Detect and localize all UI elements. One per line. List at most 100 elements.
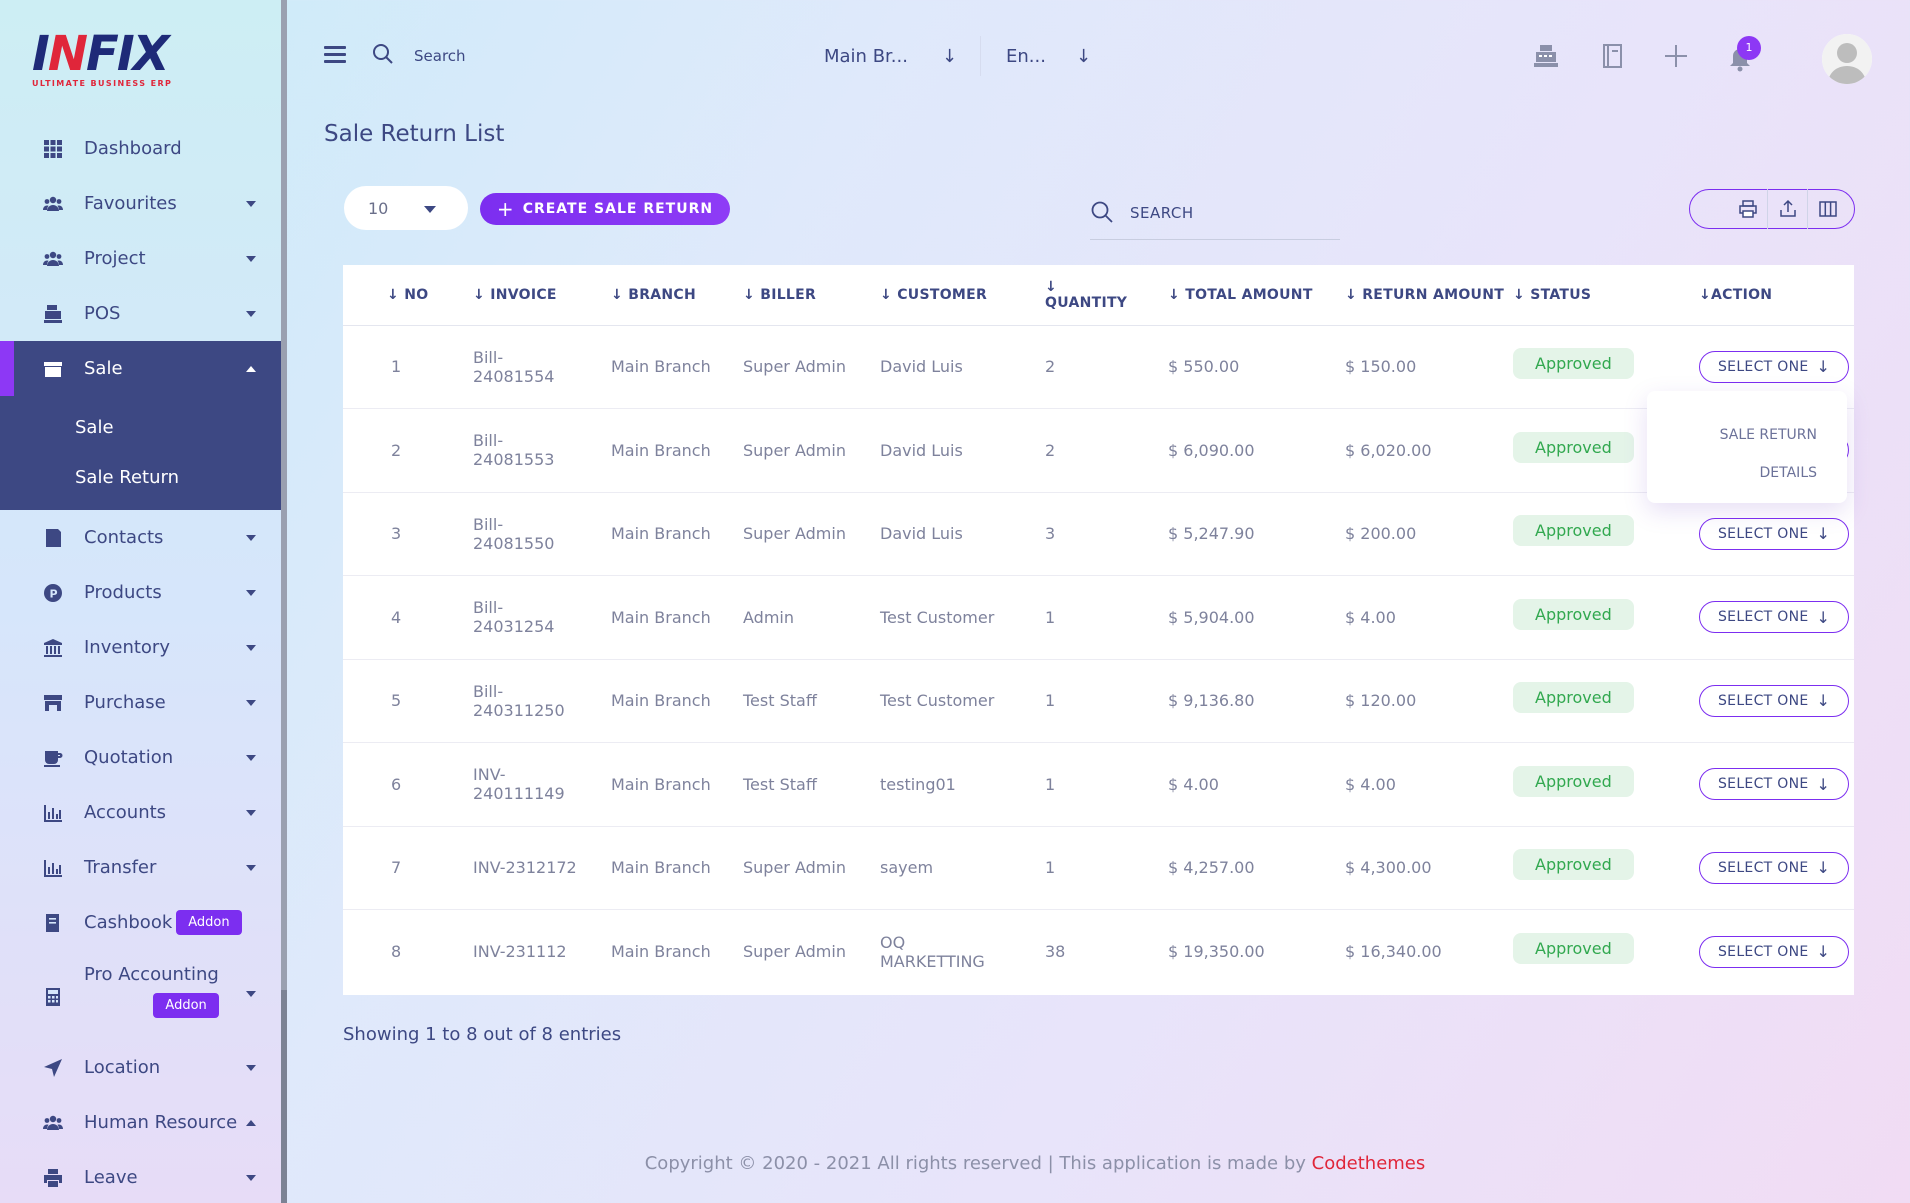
column-header-biller[interactable]: ↓ BILLER [713, 265, 850, 326]
sidebar-item-label: Sale [84, 358, 123, 379]
column-header-invoice[interactable]: ↓ INVOICE [443, 265, 579, 326]
status-badge: Approved [1513, 348, 1634, 380]
sidebar-subitem-sale[interactable]: Sale [75, 416, 114, 438]
arrow-down-icon: ↓ [1816, 774, 1831, 794]
cell-biller: Test Staff [713, 659, 850, 743]
sale-submenu: Sale Sale Return [0, 396, 282, 510]
table-header-row: ↓ NO ↓ INVOICE ↓ BRANCH ↓ BILLER ↓ CUSTO… [343, 265, 1854, 326]
cell-customer: David Luis [850, 325, 1015, 409]
select-one-button[interactable]: SELECT ONE ↓ [1699, 350, 1850, 383]
cell-branch: Main Branch [611, 942, 711, 961]
cell-biller: Super Admin [713, 492, 850, 576]
cash-register-icon[interactable] [1532, 42, 1560, 70]
column-header-quantity[interactable]: ↓ QUANTITY [1015, 265, 1142, 326]
printer-icon [42, 1167, 64, 1189]
sidebar-scrollbar[interactable] [281, 0, 287, 1203]
table-search-input[interactable]: SEARCH [1090, 196, 1340, 240]
column-header-total-amount[interactable]: ↓ TOTAL AMOUNT [1142, 265, 1319, 326]
select-one-button[interactable]: SELECT ONE ↓ [1699, 935, 1850, 968]
export-button[interactable] [1768, 189, 1808, 229]
arrow-down-icon[interactable]: ↓ [942, 46, 958, 67]
sidebar-item-transfer[interactable]: Transfer [0, 840, 282, 895]
menu-toggle-icon[interactable] [324, 46, 346, 64]
column-header-return-amount[interactable]: ↓ RETURN AMOUNT [1319, 265, 1509, 326]
sale-return-table: ↓ NO ↓ INVOICE ↓ BRANCH ↓ BILLER ↓ CUSTO… [343, 265, 1854, 995]
dropdown-option-sale-return[interactable]: SALE RETURN [1719, 427, 1817, 443]
sidebar-item-location[interactable]: Location [0, 1040, 282, 1095]
table-search-placeholder: SEARCH [1130, 204, 1194, 222]
column-header-status[interactable]: ↓ STATUS [1509, 265, 1669, 326]
plus-icon[interactable] [1662, 42, 1690, 70]
cell-total-amount: $ 5,247.90 [1142, 492, 1319, 576]
sidebar-item-human-resource[interactable]: Human Resource [0, 1095, 282, 1150]
sidebar-item-quotation[interactable]: Quotation [0, 730, 282, 785]
header-search-input[interactable]: Search [414, 47, 466, 65]
action-dropdown-menu: SALE RETURN DETAILS [1647, 391, 1847, 503]
chevron-up-icon [246, 1119, 256, 1126]
sidebar-item-dashboard[interactable]: Dashboard [0, 121, 282, 176]
cell-no: 2 [343, 408, 443, 493]
cell-biller: Super Admin [713, 325, 850, 409]
select-one-button[interactable]: SELECT ONE ↓ [1699, 851, 1850, 884]
contact-book-icon [42, 527, 64, 549]
arrow-down-icon: ↓ [1816, 357, 1831, 377]
page-size-value: 10 [368, 198, 389, 218]
cell-quantity: 1 [1015, 659, 1142, 743]
status-badge: Approved [1513, 598, 1634, 630]
select-one-button[interactable]: SELECT ONE ↓ [1699, 601, 1850, 634]
arrow-down-icon[interactable]: ↓ [1076, 46, 1092, 67]
sidebar-item-sale[interactable]: Sale [0, 341, 282, 396]
sidebar-item-products[interactable]: P Products [0, 565, 282, 620]
cell-customer: OQ MARKETTING [880, 932, 985, 971]
cell-branch: Main Branch [579, 492, 713, 576]
select-one-label: SELECT ONE [1718, 943, 1809, 960]
chevron-down-icon [246, 1174, 256, 1181]
book-icon [42, 912, 64, 934]
sidebar-item-contacts[interactable]: Contacts [0, 510, 282, 565]
select-one-button[interactable]: SELECT ONE ↓ [1699, 684, 1850, 717]
sidebar-item-label: Favourites [84, 193, 177, 214]
sidebar-item-accounts[interactable]: Accounts [0, 785, 282, 840]
column-header-action[interactable]: ↓ACTION [1669, 265, 1854, 326]
scrollbar-thumb[interactable] [281, 990, 287, 1203]
print-button[interactable] [1728, 189, 1768, 229]
select-one-label: SELECT ONE [1718, 859, 1809, 876]
users-icon [42, 248, 64, 270]
sidebar-item-leave[interactable]: Leave [0, 1150, 282, 1203]
logo[interactable]: INFIX ULTIMATE BUSINESS ERP [32, 30, 172, 88]
sidebar-item-label: Location [84, 1057, 161, 1078]
cell-invoice: INV-240111149 [443, 742, 579, 827]
column-header-customer[interactable]: ↓ CUSTOMER [850, 265, 1015, 326]
sidebar-item-project[interactable]: Project [0, 231, 282, 286]
select-one-button[interactable]: SELECT ONE ↓ [1699, 768, 1850, 801]
sidebar-subitem-sale-return[interactable]: Sale Return [75, 466, 179, 488]
page-size-select[interactable]: 10 [344, 186, 468, 230]
cell-action: SELECT ONE ↓ [1669, 492, 1854, 576]
create-sale-return-button[interactable]: + CREATE SALE RETURN [480, 193, 730, 225]
cell-status: Approved [1509, 492, 1669, 576]
columns-button[interactable] [1808, 189, 1848, 229]
search-icon[interactable] [372, 43, 394, 65]
cell-total-amount: $ 4,257.00 [1142, 826, 1319, 910]
avatar[interactable] [1822, 34, 1872, 84]
sidebar-item-pos[interactable]: POS [0, 286, 282, 341]
cell-branch: Main Branch [579, 575, 713, 660]
branch-select[interactable]: Main Br... [824, 46, 908, 67]
sidebar-item-label: Contacts [84, 527, 164, 548]
column-header-branch[interactable]: ↓ BRANCH [579, 265, 713, 326]
sidebar-item-cashbook[interactable]: Cashbook Addon [0, 895, 282, 950]
location-arrow-icon [42, 1057, 64, 1079]
cell-invoice: Bill-240311250 [443, 659, 579, 743]
dropdown-option-details[interactable]: DETAILS [1759, 465, 1817, 481]
notebook-icon[interactable] [1598, 42, 1626, 70]
table-tools [1689, 189, 1855, 229]
sidebar-item-purchase[interactable]: Purchase [0, 675, 282, 730]
sidebar-item-pro-accounting[interactable]: Pro Accounting Addon [0, 950, 282, 1040]
select-one-button[interactable]: SELECT ONE ↓ [1699, 517, 1850, 550]
select-one-label: SELECT ONE [1718, 776, 1809, 793]
sidebar-item-inventory[interactable]: Inventory [0, 620, 282, 675]
footer-brand-link[interactable]: Codethemes [1311, 1153, 1426, 1174]
sidebar-item-favourites[interactable]: Favourites [0, 176, 282, 231]
language-select[interactable]: En... [1006, 46, 1046, 67]
column-header-no[interactable]: ↓ NO [343, 265, 443, 326]
